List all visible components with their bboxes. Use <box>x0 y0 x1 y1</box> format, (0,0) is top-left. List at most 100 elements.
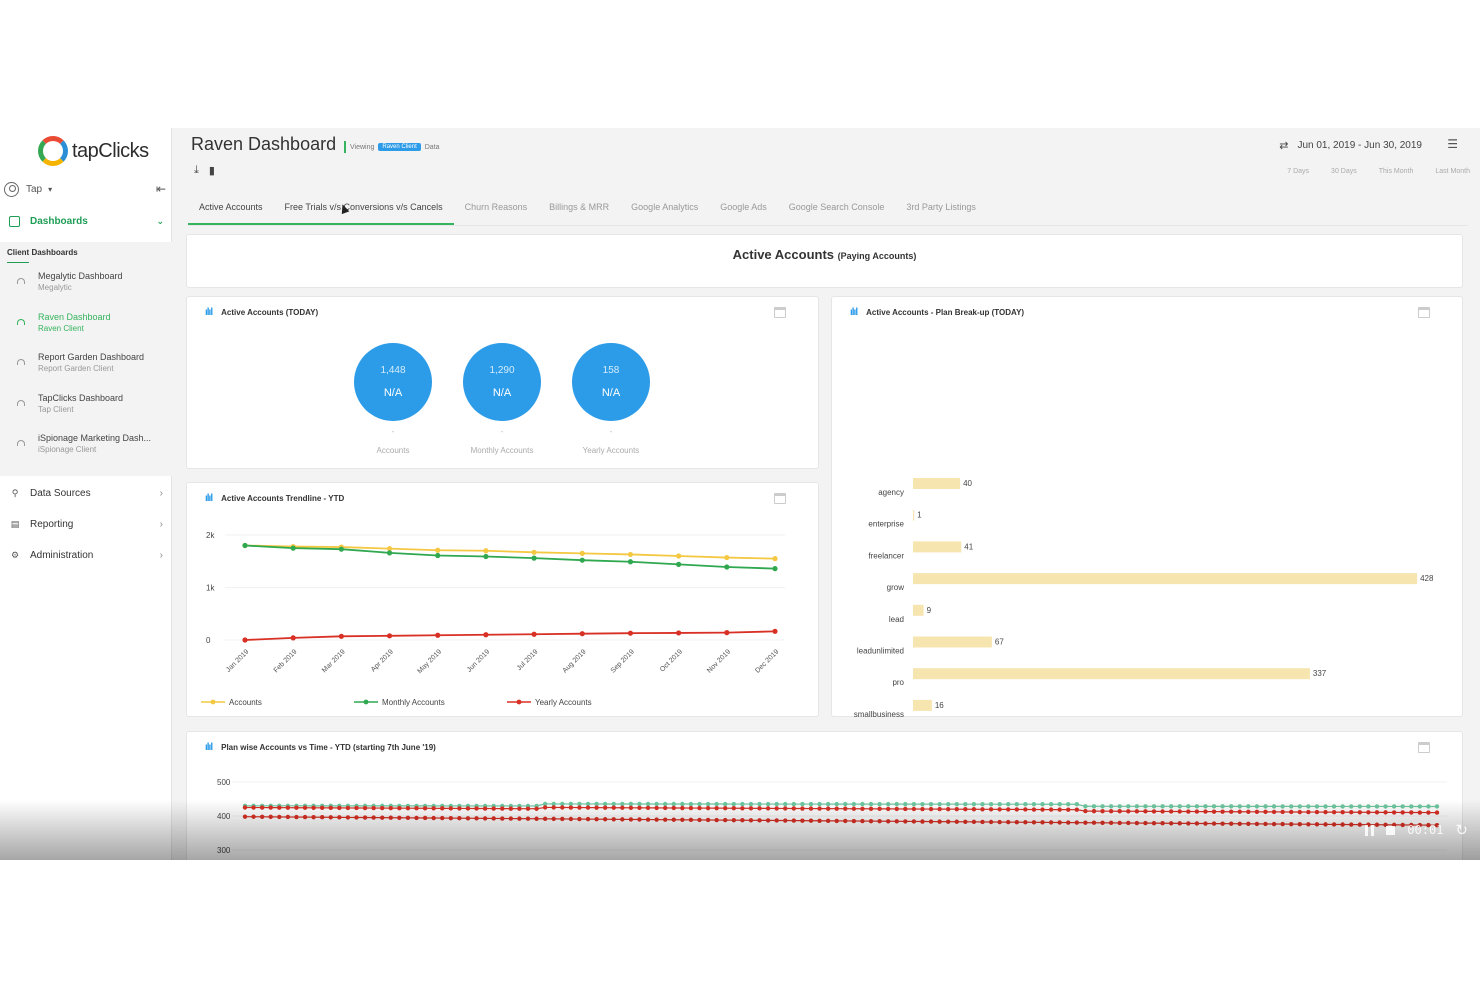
data-point[interactable] <box>894 806 899 812</box>
data-point[interactable] <box>568 816 574 822</box>
data-point[interactable] <box>1117 820 1122 826</box>
data-point[interactable] <box>483 553 489 560</box>
data-point[interactable] <box>627 559 634 565</box>
data-point[interactable] <box>242 637 248 643</box>
data-point[interactable] <box>843 801 848 807</box>
data-point[interactable] <box>877 801 882 807</box>
data-point[interactable] <box>508 816 514 821</box>
data-point[interactable] <box>1091 804 1097 809</box>
data-point[interactable] <box>251 805 256 810</box>
data-point[interactable] <box>1203 821 1208 826</box>
data-point[interactable] <box>800 801 805 807</box>
data-point[interactable] <box>474 806 479 811</box>
data-point[interactable] <box>637 817 642 822</box>
data-point[interactable] <box>579 557 585 563</box>
data-point[interactable] <box>1228 804 1234 809</box>
data-point[interactable] <box>1297 804 1302 809</box>
data-point[interactable] <box>1400 810 1405 815</box>
data-point[interactable] <box>1048 820 1054 825</box>
data-point[interactable] <box>500 806 505 811</box>
data-point[interactable] <box>1280 809 1285 815</box>
data-point[interactable] <box>268 805 273 810</box>
legend-label[interactable]: Yearly Accounts <box>535 698 592 707</box>
data-point[interactable] <box>1306 822 1311 827</box>
data-point[interactable] <box>440 815 445 821</box>
tab-billings-mrr[interactable]: Billings & MRR <box>549 202 610 212</box>
data-point[interactable] <box>1074 802 1080 807</box>
data-point[interactable] <box>928 819 934 824</box>
data-point[interactable] <box>1357 810 1363 815</box>
data-point[interactable] <box>302 814 308 820</box>
data-point[interactable] <box>903 801 908 807</box>
data-point[interactable] <box>1040 802 1045 807</box>
data-point[interactable] <box>337 805 342 811</box>
data-point[interactable] <box>945 806 951 812</box>
data-point[interactable] <box>800 818 805 823</box>
data-point[interactable] <box>988 819 994 825</box>
data-point[interactable] <box>380 815 385 820</box>
data-point[interactable] <box>1177 821 1182 826</box>
data-point[interactable] <box>1006 819 1011 825</box>
data-point[interactable] <box>386 633 393 639</box>
data-point[interactable] <box>1220 809 1225 814</box>
data-point[interactable] <box>474 816 479 821</box>
filter-icon[interactable]: ☰ <box>1447 137 1458 151</box>
data-point[interactable] <box>1211 804 1217 809</box>
data-point[interactable] <box>783 818 788 823</box>
data-point[interactable] <box>783 806 788 811</box>
data-point[interactable] <box>843 806 848 811</box>
data-point[interactable] <box>963 819 968 825</box>
data-point[interactable] <box>594 816 599 822</box>
data-point[interactable] <box>705 801 711 807</box>
data-point[interactable] <box>772 556 778 562</box>
data-point[interactable] <box>1160 804 1165 809</box>
data-point[interactable] <box>817 818 822 823</box>
data-point[interactable] <box>483 632 489 638</box>
client-dashboard-item[interactable]: iSpionage Marketing Dash... iSpionage Cli… <box>0 430 172 464</box>
data-point[interactable] <box>1349 804 1354 809</box>
tab-google-search-console[interactable]: Google Search Console <box>788 202 885 212</box>
data-point[interactable] <box>1151 820 1157 826</box>
data-point[interactable] <box>723 805 728 811</box>
data-point[interactable] <box>242 814 248 819</box>
data-point[interactable] <box>1400 804 1405 809</box>
data-point[interactable] <box>328 805 333 811</box>
data-point[interactable] <box>1194 804 1200 809</box>
data-point[interactable] <box>602 801 608 807</box>
data-point[interactable] <box>491 806 496 811</box>
data-point[interactable] <box>311 805 316 810</box>
data-point[interactable] <box>1117 804 1122 809</box>
data-point[interactable] <box>1057 807 1062 812</box>
data-point[interactable] <box>1409 810 1414 815</box>
data-point[interactable] <box>903 806 908 812</box>
data-point[interactable] <box>594 805 599 810</box>
data-point[interactable] <box>1014 819 1019 825</box>
data-point[interactable] <box>748 801 754 807</box>
data-point[interactable] <box>525 806 531 811</box>
data-point[interactable] <box>1340 804 1345 809</box>
data-point[interactable] <box>1349 822 1354 827</box>
data-point[interactable] <box>920 819 925 824</box>
data-point[interactable] <box>465 816 471 821</box>
data-point[interactable] <box>242 805 248 810</box>
data-point[interactable] <box>663 805 668 811</box>
data-point[interactable] <box>877 819 882 824</box>
sidebar-item-reporting[interactable]: ▤ Reporting › <box>0 513 172 535</box>
data-point[interactable] <box>311 814 316 820</box>
data-point[interactable] <box>1314 804 1320 809</box>
data-point[interactable] <box>277 814 282 820</box>
bar[interactable] <box>913 668 1310 680</box>
data-point[interactable] <box>765 806 771 811</box>
data-point[interactable] <box>954 819 959 824</box>
data-point[interactable] <box>860 818 865 824</box>
data-point[interactable] <box>319 805 325 811</box>
data-point[interactable] <box>920 801 925 807</box>
data-point[interactable] <box>431 806 436 811</box>
collapse-sidebar-icon[interactable]: ⇤ <box>155 182 166 196</box>
data-point[interactable] <box>757 806 762 811</box>
data-point[interactable] <box>1134 809 1140 814</box>
data-point[interactable] <box>791 806 797 811</box>
data-point[interactable] <box>1203 809 1208 814</box>
data-point[interactable] <box>1297 822 1302 827</box>
data-point[interactable] <box>1083 804 1088 809</box>
